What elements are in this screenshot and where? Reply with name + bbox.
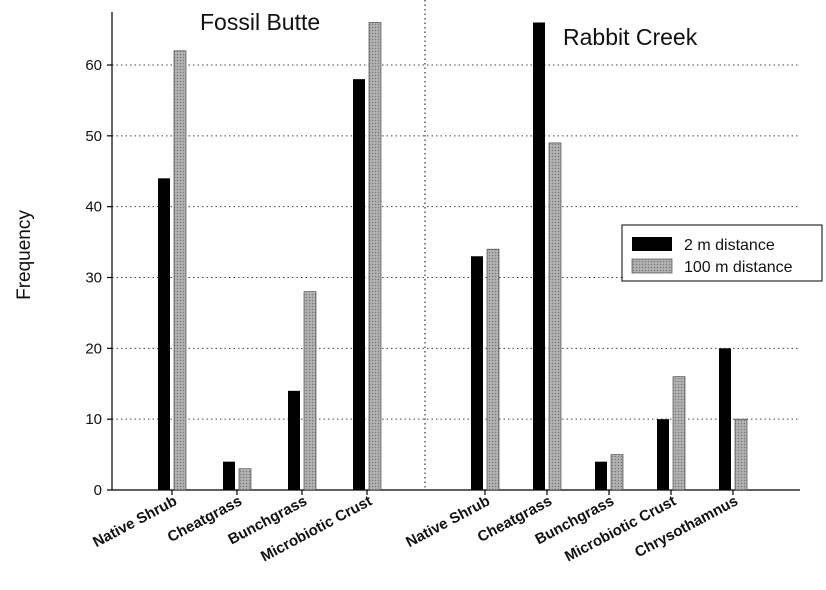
category-labels: Native ShrubCheatgrassBunchgrassMicrobio… [90,493,741,566]
category-label-native-shrub: Native Shrub [403,493,493,551]
legend: 2 m distance 100 m distance [621,224,823,282]
bar-rabbit-creek-microbiotic-crust-100m [672,376,686,491]
y-tick-label-60: 60 [85,57,102,74]
bar-rabbit-creek-bunchgrass-100m [610,454,624,491]
bar-rabbit-creek-cheatgrass-100m [548,142,562,491]
category-label-microbiotic-crust: Microbiotic Crust [562,493,679,566]
bar-fossil-butte-cheatgrass-100m [238,468,252,491]
bar-rabbit-creek-chrysothamnus-100m [734,418,748,491]
legend-swatch-100m [631,258,673,274]
bar-fossil-butte-microbiotic-crust-2m [353,79,365,491]
y-ticks: 0 10 20 30 40 50 60 [85,57,112,499]
y-tick-label-20: 20 [85,340,102,357]
category-label-chrysothamnus: Chrysothamnus [632,493,741,562]
bar-rabbit-creek-native-shrub-2m [471,256,483,490]
bar-rabbit-creek-microbiotic-crust-2m [657,419,669,490]
bar-fossil-butte-native-shrub-2m [158,178,170,491]
y-tick-label-50: 50 [85,128,102,145]
panel-title-fossil-butte: Fossil Butte [200,9,320,35]
bar-rabbit-creek-cheatgrass-2m [533,22,545,490]
bar-rabbit-creek-chrysothamnus-2m [719,348,731,490]
legend-label-100m: 100 m distance [684,259,793,276]
y-tick-label-10: 10 [85,411,102,428]
bar-rabbit-creek-native-shrub-100m [486,248,500,491]
bar-fossil-butte-cheatgrass-2m [223,461,235,490]
y-axis-label: Frequency [14,210,35,300]
bar-fossil-butte-bunchgrass-2m [288,390,300,490]
legend-swatch-2m [632,237,672,251]
bar-fossil-butte-bunchgrass-100m [303,291,317,491]
legend-label-2m: 2 m distance [684,237,775,254]
y-tick-label-30: 30 [85,270,102,287]
bars [158,22,748,495]
category-label-microbiotic-crust: Microbiotic Crust [258,493,375,566]
y-tick-label-40: 40 [85,199,102,216]
category-label-native-shrub: Native Shrub [90,493,180,551]
bar-fossil-butte-microbiotic-crust-100m [368,22,382,491]
bar-fossil-butte-native-shrub-100m [173,50,187,491]
y-tick-label-0: 0 [94,482,102,499]
panel-title-rabbit-creek: Rabbit Creek [563,24,698,50]
bar-rabbit-creek-bunchgrass-2m [595,461,607,490]
